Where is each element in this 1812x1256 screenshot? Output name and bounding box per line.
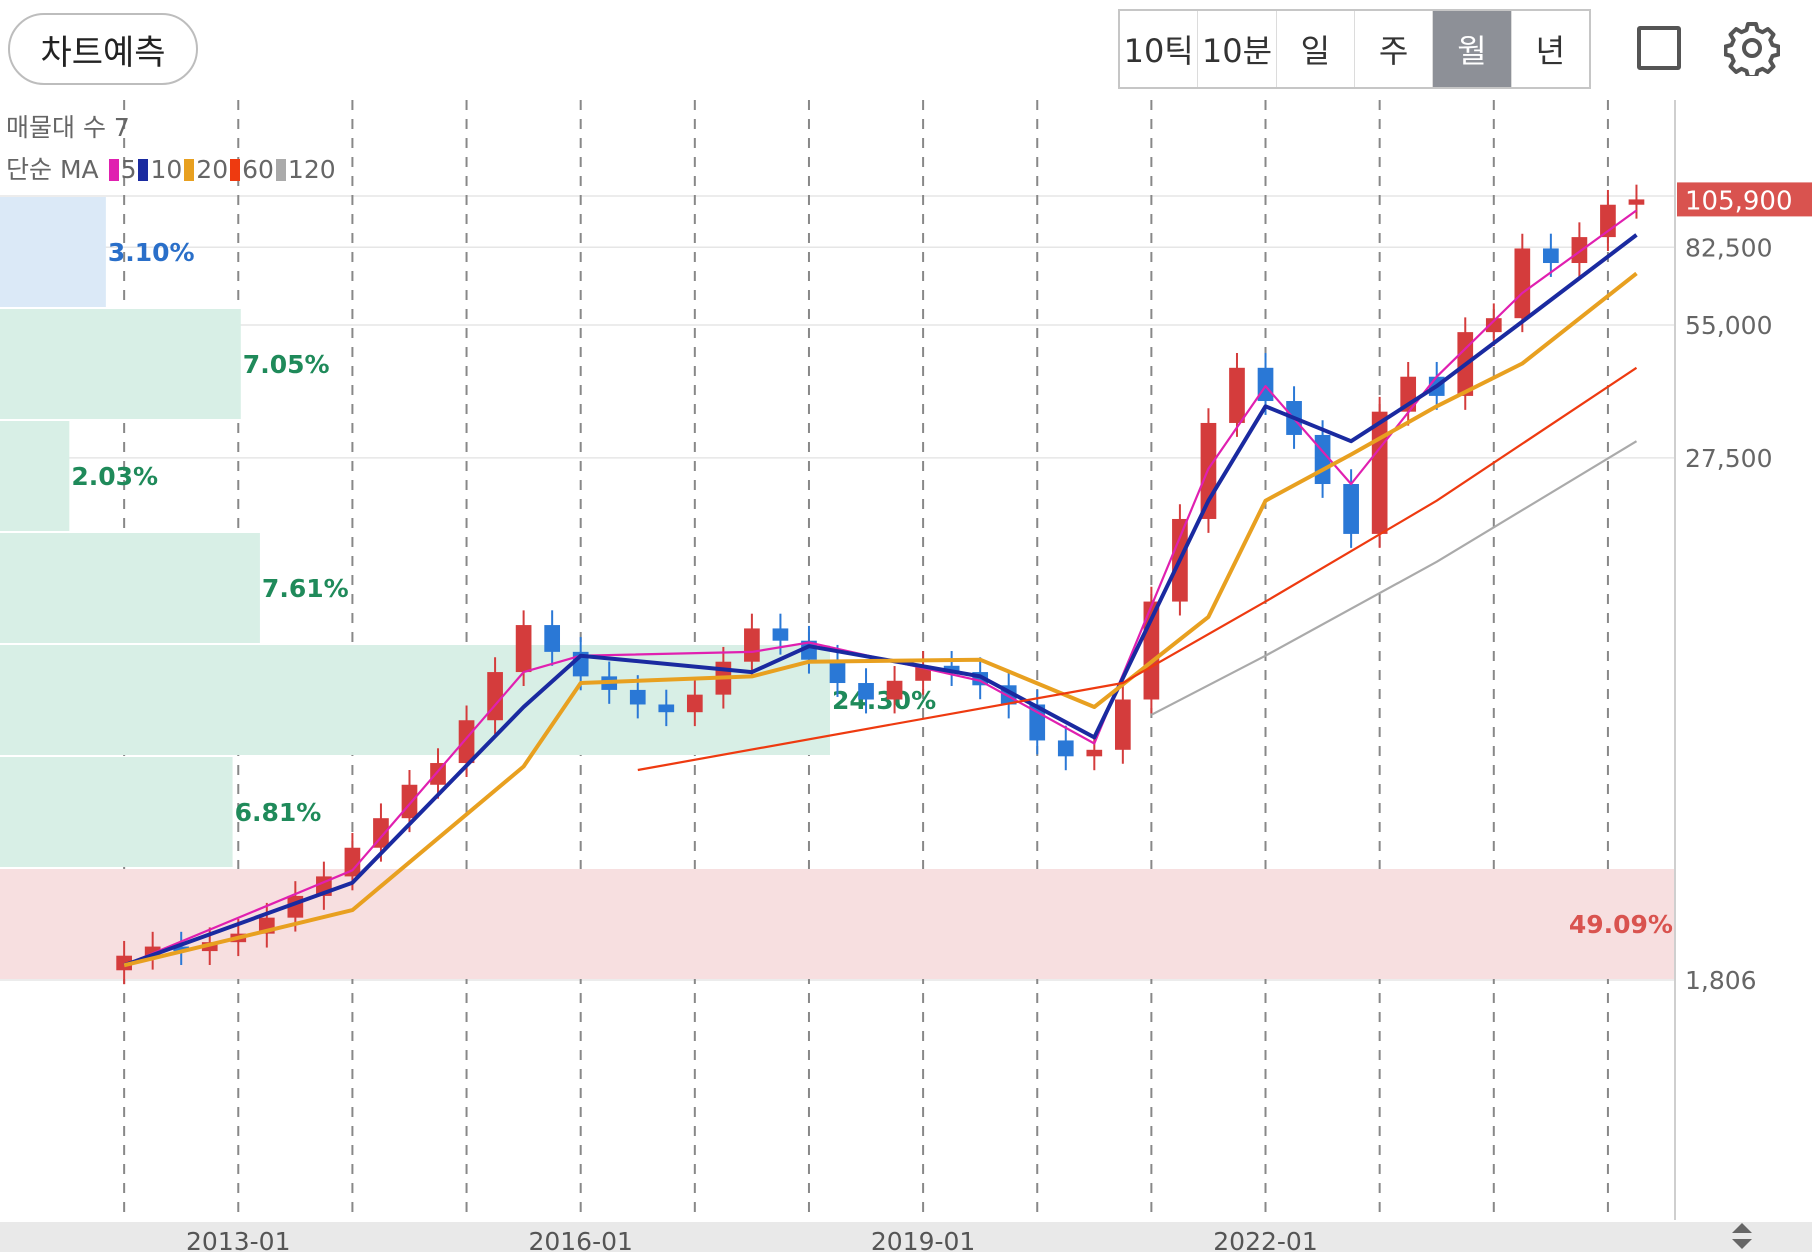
ma-line-20 xyxy=(123,271,1638,968)
volume-profile-label: 49.09% xyxy=(1569,910,1673,939)
period-day-button[interactable]: 일 xyxy=(1277,11,1355,87)
last-price-label: 105,900 xyxy=(1685,186,1793,216)
candle-body xyxy=(1257,367,1274,402)
candle-body xyxy=(1086,749,1103,757)
candle-body xyxy=(344,847,361,877)
y-tick-label: 55,000 xyxy=(1685,311,1772,340)
candle-body xyxy=(401,784,418,819)
candle-body xyxy=(1314,434,1331,485)
candle-body xyxy=(1343,484,1359,534)
candle-body xyxy=(886,680,903,700)
x-tick-label: 2013-01 xyxy=(186,1227,290,1252)
candle-body xyxy=(829,659,846,684)
volume-profile-bar xyxy=(0,757,233,867)
volume-profile-bar xyxy=(0,197,106,307)
ma-period-20: 20 xyxy=(196,155,229,184)
candle-body xyxy=(173,946,190,952)
candle-body xyxy=(1485,318,1502,333)
candle-body xyxy=(1229,367,1245,423)
candle-body xyxy=(515,625,532,673)
candle-body xyxy=(430,763,446,785)
volume-profile-label: 2.03% xyxy=(71,462,158,491)
volume-profile-label: 매물대 수 7 xyxy=(6,113,130,142)
y-tick-label: 27,500 xyxy=(1685,444,1772,473)
candle-body xyxy=(1057,740,1074,757)
ma-legend: 단순 MA 5 10 20 60 120 xyxy=(6,150,336,186)
candle-body xyxy=(943,665,960,673)
candle-body xyxy=(1514,248,1531,319)
candle-body xyxy=(1371,411,1388,534)
scroll-handle-icon xyxy=(1732,1223,1752,1249)
square-icon[interactable] xyxy=(1631,20,1687,76)
period-week-button[interactable]: 주 xyxy=(1355,11,1434,87)
candle-body xyxy=(658,704,675,713)
candle-body xyxy=(1114,699,1131,750)
ma-line-60 xyxy=(637,366,1638,772)
y-tick-label: 1,806 xyxy=(1685,966,1757,995)
candle-body xyxy=(1543,248,1559,264)
price-chart[interactable]: 3.10% 7.05% 2.03% 7.61% 24.30% 6.81% 49.09% 1,… xyxy=(0,100,1812,1256)
candle-body xyxy=(144,946,161,956)
volume-profile-label: 7.61% xyxy=(262,574,349,603)
ma-line-10 xyxy=(123,233,1638,968)
candle-body xyxy=(858,683,874,700)
chart-predict-button[interactable]: 차트예측 xyxy=(8,13,198,85)
volume-profile-label: 7.05% xyxy=(243,350,330,379)
ma-legend-label: 단순 MA xyxy=(6,155,99,184)
ma-swatch-5 xyxy=(108,159,119,181)
last-price-tag xyxy=(1677,182,1812,217)
period-10tick-button[interactable]: 10틱 xyxy=(1120,11,1199,87)
ma-period-120: 120 xyxy=(287,155,336,184)
volume-profile-bar xyxy=(0,309,241,419)
period-year-button[interactable]: 년 xyxy=(1535,32,1566,70)
period-month-button[interactable]: 월 xyxy=(1433,11,1512,87)
ma-period-60: 60 xyxy=(242,155,274,184)
x-tick-label: 2016-01 xyxy=(528,1227,632,1252)
ma-swatch-20 xyxy=(184,159,195,181)
candle-body xyxy=(544,625,561,652)
x-axis-band xyxy=(0,1222,1812,1252)
y-tick-label: 82,500 xyxy=(1685,233,1772,262)
ma-line-120 xyxy=(1150,440,1638,716)
candle-body xyxy=(458,720,475,764)
volume-profile-bar xyxy=(0,645,830,755)
candle-body xyxy=(772,628,789,641)
chart-canvas[interactable]: 3.10% 7.05% 2.03% 7.61% 24.30% 6.81% 49.09% 1,… xyxy=(0,100,1812,1256)
candle-body xyxy=(686,694,703,713)
candle-body xyxy=(1628,199,1645,205)
ma-period-5: 5 xyxy=(120,155,137,184)
volume-profile-bar xyxy=(0,533,260,643)
candle-body xyxy=(1571,237,1588,264)
x-tick-label: 2019-01 xyxy=(871,1227,975,1252)
volume-profile-label: 6.81% xyxy=(235,798,322,827)
candle-body xyxy=(116,955,132,971)
period-10min-button[interactable]: 10분 xyxy=(1198,11,1277,87)
candle-body xyxy=(744,628,760,662)
volume-profile-label: 24.30% xyxy=(832,686,936,715)
volume-profile-bar xyxy=(0,869,1675,979)
period-selector: 10틱 10분 일 주 월 년 xyxy=(1118,9,1591,89)
volume-profile-bar xyxy=(0,421,70,531)
ma-swatch-60 xyxy=(230,159,241,181)
toolbar: 차트예측 10틱 10분 일 주 월 년 xyxy=(0,0,1812,100)
gear-icon[interactable] xyxy=(1724,20,1780,76)
ma-period-10: 10 xyxy=(150,155,183,184)
ma-swatch-10 xyxy=(138,159,149,181)
ma-swatch-120 xyxy=(275,159,286,181)
volume-profile-label: 3.10% xyxy=(108,238,195,267)
candle-body xyxy=(629,689,646,705)
x-tick-label: 2022-01 xyxy=(1213,1227,1317,1252)
